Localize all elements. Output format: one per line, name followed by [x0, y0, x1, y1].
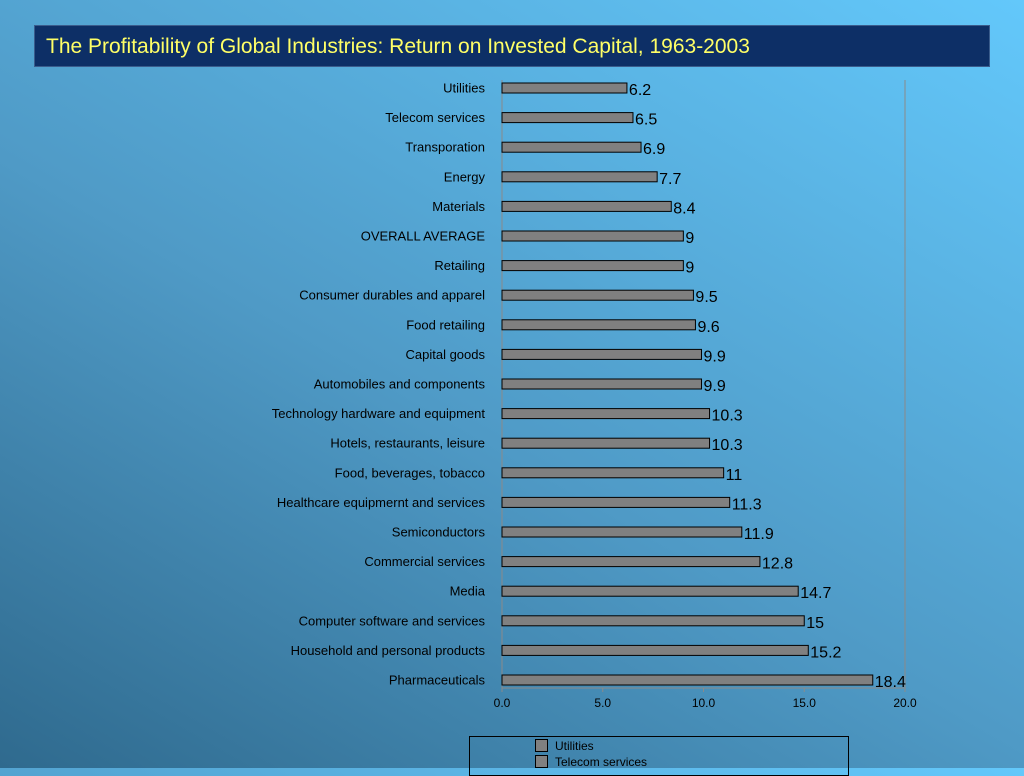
data-label: 8.4 [673, 200, 695, 217]
bar [501, 674, 874, 686]
category-label: Retailing [434, 258, 485, 273]
data-label: 6.2 [629, 82, 651, 99]
data-label: 18.4 [875, 674, 906, 691]
category-label: OVERALL AVERAGE [361, 229, 486, 244]
category-label: Household and personal products [291, 643, 486, 658]
category-label: Healthcare equipmernt and services [277, 495, 486, 510]
data-label: 9.5 [695, 289, 717, 306]
x-tick-label: 0.0 [494, 696, 511, 710]
bar [501, 408, 711, 420]
category-label: Food, beverages, tobacco [335, 465, 485, 480]
bar [501, 82, 628, 94]
category-label: Technology hardware and equipment [272, 406, 486, 421]
category-label: Commercial services [364, 554, 485, 569]
category-label: Consumer durables and apparel [299, 288, 485, 303]
data-label: 9.9 [703, 348, 725, 365]
category-label: Hotels, restaurants, leisure [330, 436, 485, 451]
category-label: Semiconductors [392, 525, 486, 540]
data-label: 11.3 [732, 496, 762, 513]
legend-swatch [535, 739, 548, 752]
bar [501, 615, 805, 627]
bar [501, 378, 702, 390]
bar [501, 644, 809, 656]
bar [501, 526, 743, 538]
category-label: Automobiles and components [314, 377, 486, 392]
data-label: 12.8 [762, 556, 793, 573]
bar [501, 289, 694, 301]
category-label: Computer software and services [299, 613, 486, 628]
bar [501, 171, 658, 183]
bar [501, 348, 702, 360]
legend-item: Utilities [535, 739, 594, 755]
data-label: 7.7 [659, 171, 681, 188]
data-label: 11.9 [744, 526, 774, 543]
bar [501, 556, 761, 568]
data-label: 6.9 [643, 141, 665, 158]
x-tick-label: 15.0 [793, 696, 817, 710]
data-label: 14.7 [800, 585, 831, 602]
data-label: 9.9 [703, 378, 725, 395]
bar [501, 319, 696, 331]
data-label: 9 [685, 260, 694, 277]
title-bar: The Profitability of Global Industries: … [34, 25, 990, 67]
category-label: Pharmaceuticals [389, 673, 486, 688]
bar [501, 585, 799, 597]
data-label: 11 [726, 467, 743, 484]
legend: Utilities Telecom services [469, 736, 849, 776]
x-tick-label: 20.0 [893, 696, 917, 710]
bar [501, 467, 725, 479]
category-label: Utilities [443, 81, 485, 96]
category-label: Capital goods [406, 347, 486, 362]
legend-item: Telecom services [535, 755, 647, 771]
data-label: 10.3 [712, 437, 743, 454]
data-label: 15.2 [810, 644, 841, 661]
chart-title: The Profitability of Global Industries: … [46, 35, 750, 58]
data-label: 9 [685, 230, 694, 247]
bar [501, 230, 684, 242]
category-label: Food retailing [406, 317, 485, 332]
x-tick-label: 5.0 [594, 696, 611, 710]
category-label: Energy [444, 169, 486, 184]
data-label: 10.3 [712, 408, 743, 425]
bar [501, 496, 731, 508]
category-label: Telecom services [385, 110, 485, 125]
category-label: Materials [432, 199, 485, 214]
bar [501, 437, 711, 449]
data-label: 15 [806, 615, 824, 632]
bar [501, 112, 634, 124]
legend-label: Utilities [555, 739, 594, 753]
bar [501, 260, 684, 272]
legend-label: Telecom services [555, 755, 648, 769]
legend-swatch [535, 755, 548, 768]
data-label: 9.6 [697, 319, 719, 336]
bar [501, 200, 672, 212]
data-label: 6.5 [635, 112, 657, 129]
x-tick-label: 10.0 [692, 696, 716, 710]
bar [501, 141, 642, 153]
category-label: Transporation [405, 140, 485, 155]
category-label: Media [450, 584, 486, 599]
